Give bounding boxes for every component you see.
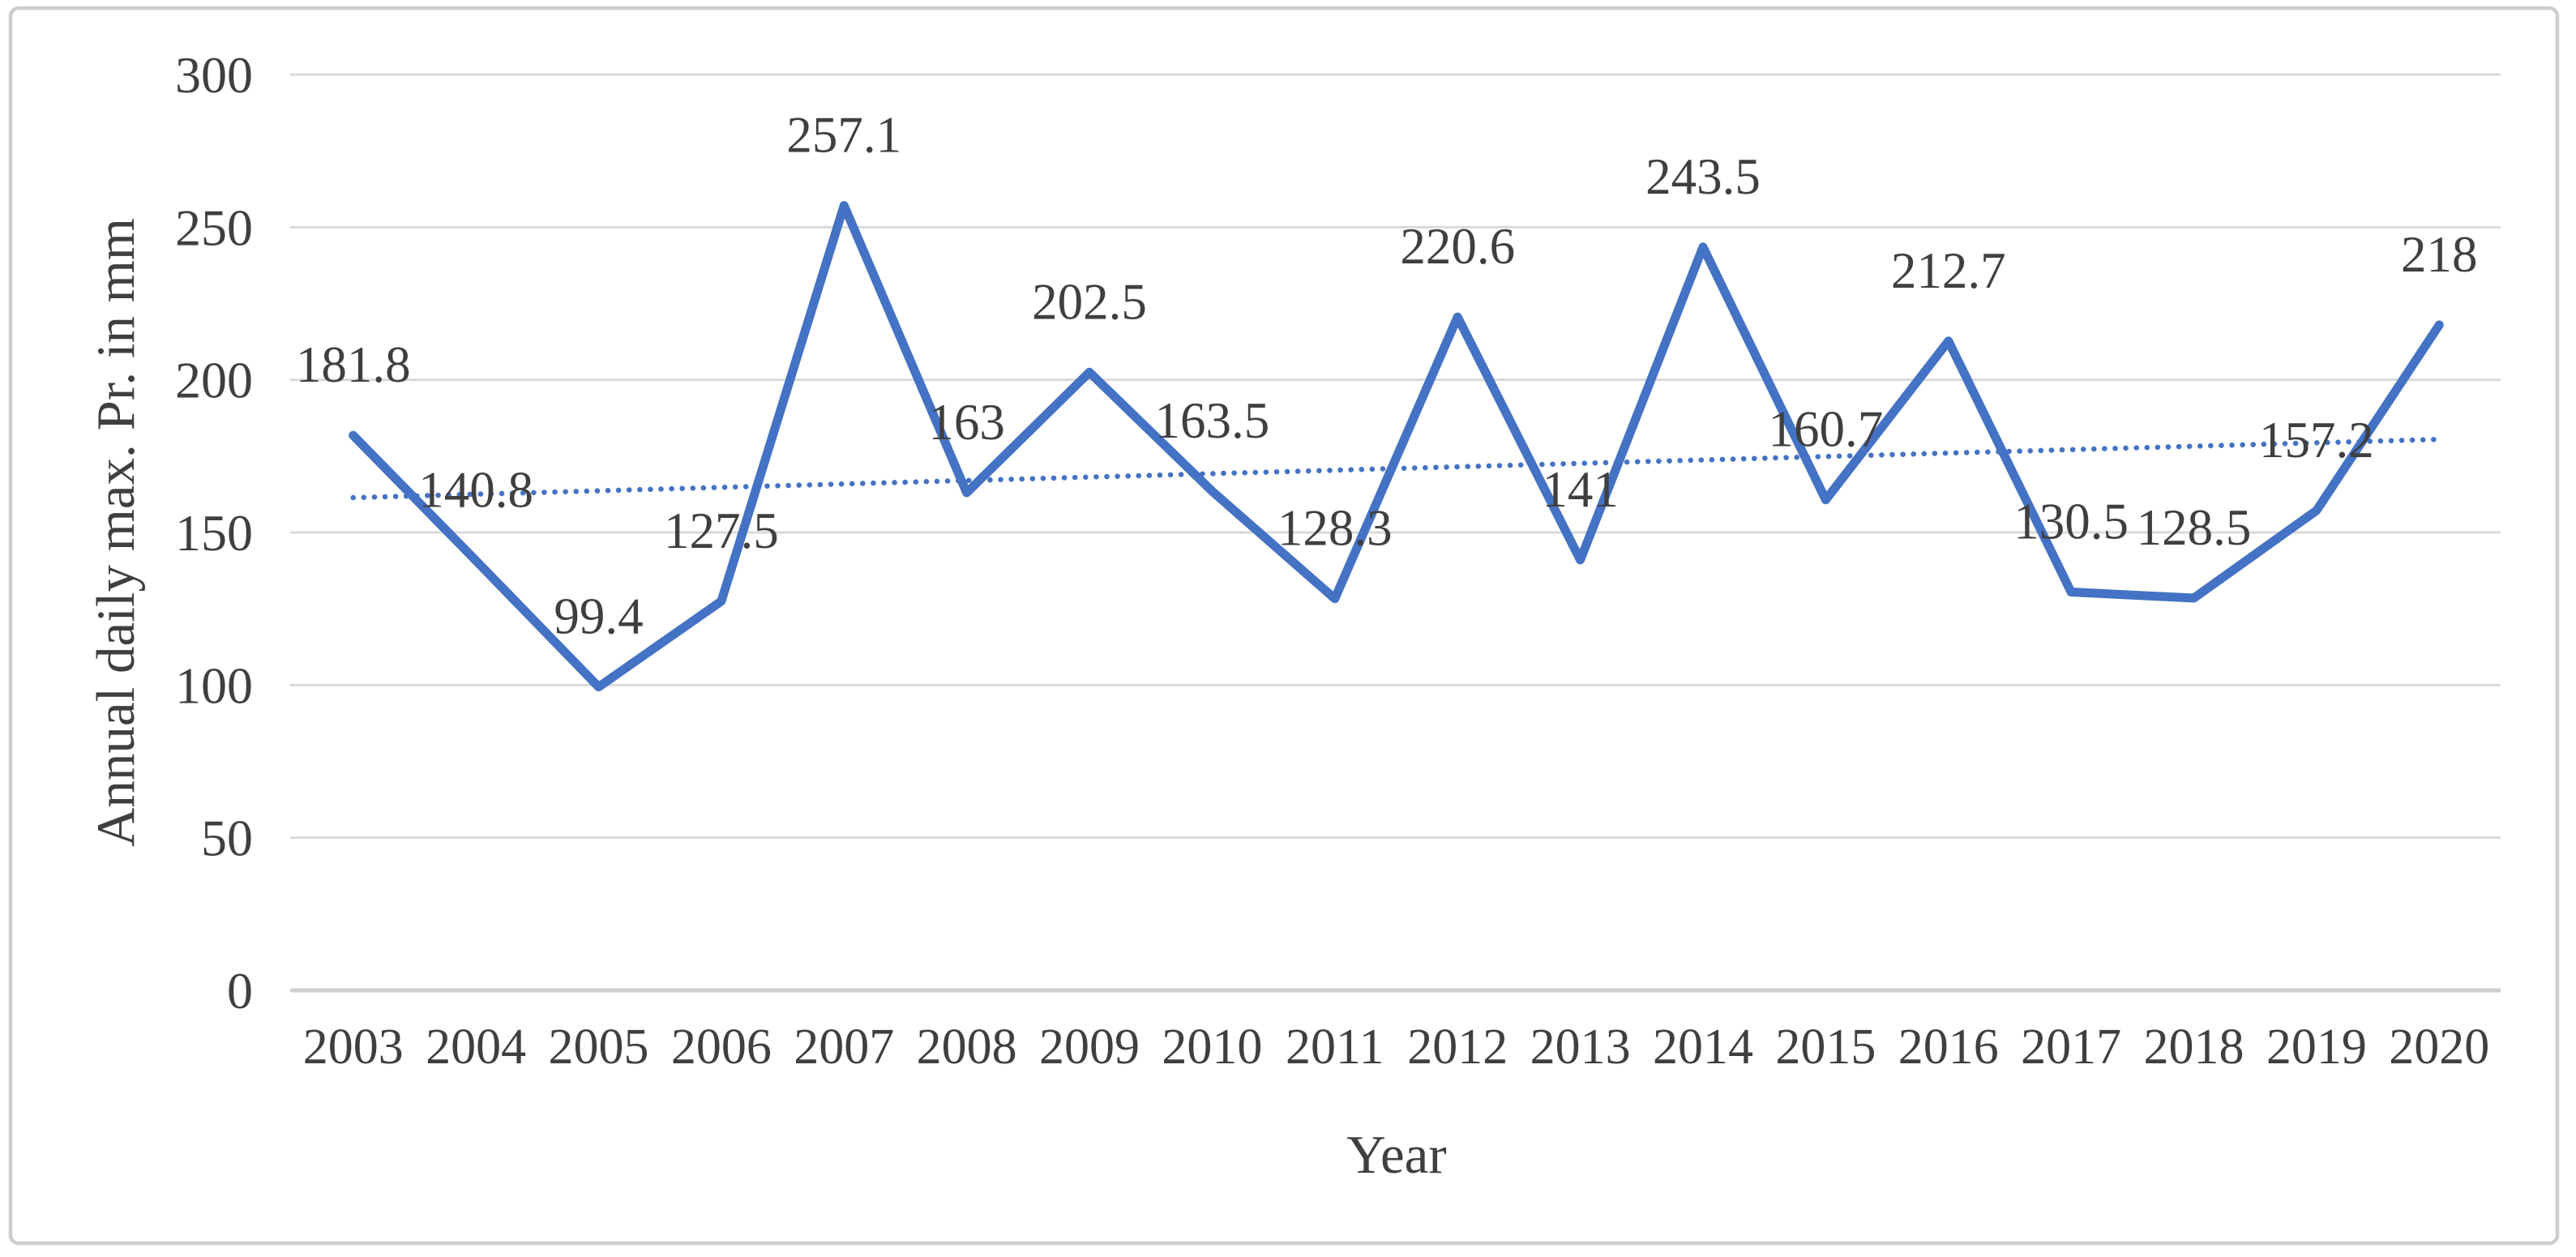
data-label: 141 (1542, 461, 1619, 518)
data-label: 127.5 (664, 502, 779, 559)
y-tick-label: 300 (175, 46, 253, 104)
x-tick-label: 2011 (1286, 1020, 1384, 1075)
x-tick-label: 2007 (794, 1020, 894, 1075)
x-tick-label: 2018 (2144, 1020, 2244, 1075)
data-label: 130.5 (2013, 493, 2129, 549)
x-tick-label: 2014 (1653, 1020, 1753, 1075)
y-axis-title: Annual daily max. Pr. in mm (86, 218, 146, 847)
data-label: 128.3 (1277, 500, 1393, 557)
x-tick-label: 2008 (917, 1020, 1017, 1075)
chart-border (8, 6, 2560, 1246)
trendline-dotted (350, 436, 2442, 501)
gridlines-group (290, 73, 2501, 993)
data-label: 220.6 (1400, 218, 1515, 275)
data-label: 160.7 (1768, 401, 1883, 458)
y-tick-label: 200 (175, 352, 253, 409)
x-tick-label: 2004 (426, 1020, 526, 1075)
y-tick-label: 100 (175, 656, 253, 714)
x-axis-title: Year (1346, 1125, 1446, 1185)
x-tick-label: 2012 (1407, 1020, 1508, 1075)
x-tick-label: 2009 (1039, 1020, 1140, 1075)
data-label: 243.5 (1645, 148, 1761, 205)
data-label: 257.1 (786, 107, 901, 164)
data-label: 163 (928, 394, 1005, 451)
x-axis-tick-labels: 2003 2004 2005 2006 2007 2008 2009 2010 2011 2012… (303, 1020, 2490, 1075)
data-label: 218 (2401, 226, 2478, 283)
x-tick-label: 2013 (1530, 1020, 1631, 1075)
x-tick-label: 2019 (2266, 1020, 2367, 1075)
y-tick-label: 50 (201, 810, 253, 867)
data-label: 202.5 (1032, 273, 1147, 330)
x-tick-label: 2003 (303, 1020, 404, 1075)
x-tick-label: 2015 (1775, 1020, 1876, 1075)
data-labels-group: 181.8140.899.4127.5257.1163202.5163.5128… (296, 107, 2478, 645)
data-label: 181.8 (296, 336, 411, 393)
x-tick-label: 2016 (1898, 1020, 1999, 1075)
data-label: 157.2 (2259, 412, 2374, 468)
series-line (349, 201, 2444, 692)
data-label: 140.8 (418, 462, 533, 519)
x-tick-label: 2005 (548, 1020, 648, 1075)
data-label: 212.7 (1891, 242, 2006, 299)
x-tick-label: 2010 (1162, 1020, 1262, 1075)
y-tick-label: 150 (175, 504, 253, 562)
data-label: 163.5 (1155, 392, 1270, 449)
data-label: 99.4 (554, 588, 643, 645)
y-tick-label: 250 (175, 199, 253, 256)
data-label: 128.5 (2137, 499, 2252, 556)
x-tick-label: 2020 (2389, 1020, 2489, 1075)
y-axis-tick-labels: 0 50 100 150 200 250 300 (175, 46, 253, 1020)
x-tick-label: 2017 (2021, 1020, 2121, 1075)
x-tick-label: 2006 (671, 1020, 772, 1075)
y-tick-label: 0 (227, 962, 253, 1020)
